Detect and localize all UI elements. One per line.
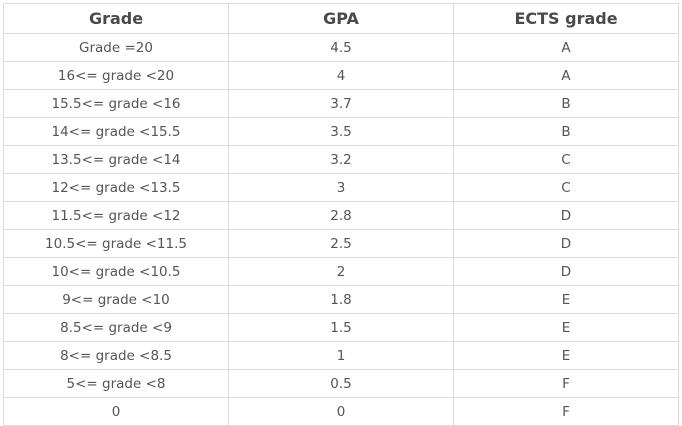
cell-gpa: 2 — [228, 257, 454, 286]
cell-gpa: 2.5 — [228, 229, 454, 258]
cell-gpa: 0 — [228, 397, 454, 426]
cell-gpa: 0.5 — [228, 369, 454, 398]
cell-gpa: 4.5 — [228, 33, 454, 62]
cell-grade: 8.5<= grade <9 — [3, 313, 229, 342]
cell-gpa: 3 — [228, 173, 454, 202]
cell-grade: Grade =20 — [3, 33, 229, 62]
cell-grade: 10.5<= grade <11.5 — [3, 229, 229, 258]
cell-grade: 9<= grade <10 — [3, 285, 229, 314]
cell-grade: 11.5<= grade <12 — [3, 201, 229, 230]
header-grade: Grade — [3, 3, 229, 34]
cell-grade: 16<= grade <20 — [3, 61, 229, 90]
cell-gpa: 3.5 — [228, 117, 454, 146]
cell-grade: 8<= grade <8.5 — [3, 341, 229, 370]
cell-ects-grade: C — [453, 145, 679, 174]
cell-grade: 10<= grade <10.5 — [3, 257, 229, 286]
table-row: 5<= grade <8 0.5 F — [3, 369, 679, 398]
cell-gpa: 3.7 — [228, 89, 454, 118]
header-ects-grade: ECTS grade — [453, 3, 679, 34]
table-row: 15.5<= grade <16 3.7 B — [3, 89, 679, 118]
cell-gpa: 1.8 — [228, 285, 454, 314]
table-body: Grade =20 4.5 A 16<= grade <20 4 A 15.5<= grad… — [3, 33, 679, 426]
cell-grade: 15.5<= grade <16 — [3, 89, 229, 118]
cell-ects-grade: F — [453, 397, 679, 426]
cell-ects-grade: D — [453, 201, 679, 230]
header-gpa: GPA — [228, 3, 454, 34]
cell-grade: 5<= grade <8 — [3, 369, 229, 398]
cell-ects-grade: F — [453, 369, 679, 398]
cell-ects-grade: A — [453, 61, 679, 90]
table-row: 13.5<= grade <14 3.2 C — [3, 145, 679, 174]
table-row: 12<= grade <13.5 3 C — [3, 173, 679, 202]
table-row: 16<= grade <20 4 A — [3, 61, 679, 90]
cell-gpa: 1.5 — [228, 313, 454, 342]
table-row: 8.5<= grade <9 1.5 E — [3, 313, 679, 342]
cell-gpa: 2.8 — [228, 201, 454, 230]
cell-grade: 13.5<= grade <14 — [3, 145, 229, 174]
cell-grade: 14<= grade <15.5 — [3, 117, 229, 146]
cell-ects-grade: A — [453, 33, 679, 62]
grade-conversion-table: Grade GPA ECTS grade Grade =20 4.5 A 16<= g… — [3, 3, 679, 426]
table-row: Grade =20 4.5 A — [3, 33, 679, 62]
cell-grade: 12<= grade <13.5 — [3, 173, 229, 202]
cell-ects-grade: B — [453, 89, 679, 118]
cell-grade: 0 — [3, 397, 229, 426]
table-row: 8<= grade <8.5 1 E — [3, 341, 679, 370]
cell-ects-grade: E — [453, 341, 679, 370]
cell-ects-grade: E — [453, 313, 679, 342]
cell-ects-grade: B — [453, 117, 679, 146]
cell-gpa: 3.2 — [228, 145, 454, 174]
table-row: 11.5<= grade <12 2.8 D — [3, 201, 679, 230]
cell-gpa: 4 — [228, 61, 454, 90]
table-row: 10.5<= grade <11.5 2.5 D — [3, 229, 679, 258]
cell-ects-grade: C — [453, 173, 679, 202]
header-row: Grade GPA ECTS grade — [3, 3, 679, 34]
cell-ects-grade: D — [453, 229, 679, 258]
cell-ects-grade: E — [453, 285, 679, 314]
cell-gpa: 1 — [228, 341, 454, 370]
table-row: 9<= grade <10 1.8 E — [3, 285, 679, 314]
table-header: Grade GPA ECTS grade — [3, 3, 679, 34]
table-row: 14<= grade <15.5 3.5 B — [3, 117, 679, 146]
table-row: 10<= grade <10.5 2 D — [3, 257, 679, 286]
cell-ects-grade: D — [453, 257, 679, 286]
